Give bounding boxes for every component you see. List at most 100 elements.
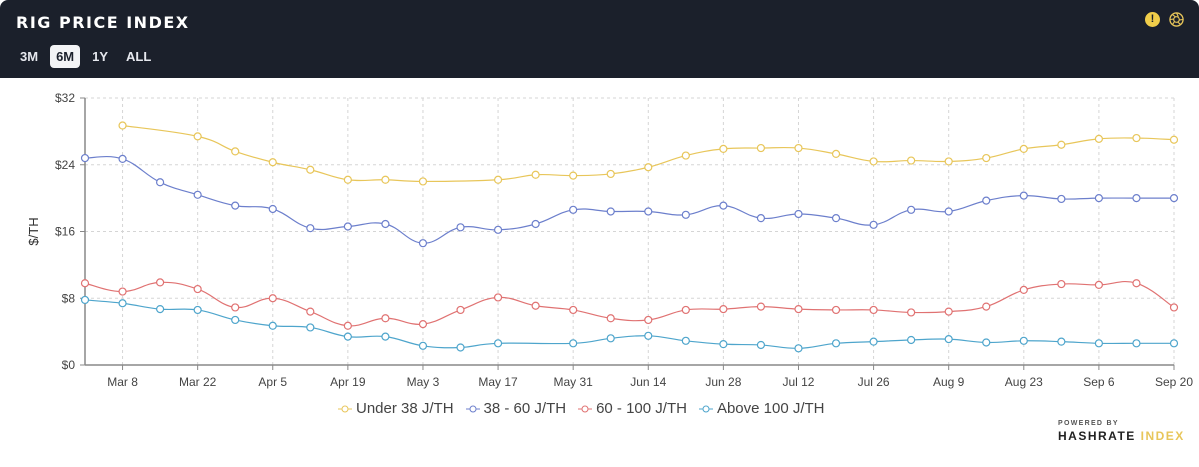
data-point <box>268 294 277 303</box>
data-point <box>1132 339 1141 348</box>
data-point <box>1169 135 1179 144</box>
data-point <box>1057 279 1066 289</box>
data-point <box>418 320 428 329</box>
legend-marker-icon <box>578 405 593 412</box>
data-point <box>982 196 991 205</box>
data-point <box>982 302 991 311</box>
legend-item-60-100[interactable]: 60 - 100 J/TH <box>578 400 687 417</box>
y-tick-label: $0 <box>62 358 76 372</box>
page-title: RIG PRICE INDEX <box>16 13 190 32</box>
legend-label: 60 - 100 J/TH <box>596 400 687 417</box>
data-point <box>606 169 615 179</box>
legend-item-38-60[interactable]: 38 - 60 J/TH <box>465 400 567 417</box>
data-point <box>569 339 578 348</box>
legend-label: Under 38 J/TH <box>356 400 454 417</box>
data-point <box>794 143 803 153</box>
data-point <box>1019 191 1028 200</box>
x-tick-label: Aug 9 <box>933 375 965 389</box>
x-tick-label: Apr 5 <box>258 375 287 389</box>
data-point <box>606 334 615 343</box>
data-point <box>456 223 465 232</box>
x-tick-label: Jul 26 <box>858 375 890 389</box>
data-point <box>343 175 352 184</box>
data-point <box>794 344 803 353</box>
data-point <box>1057 140 1066 149</box>
data-point <box>80 295 90 305</box>
range-3m-button[interactable]: 3M <box>20 49 39 64</box>
data-point <box>907 308 916 317</box>
data-point <box>1169 303 1179 312</box>
data-point <box>1094 194 1103 203</box>
legend-item-under-38[interactable]: Under 38 J/TH <box>338 400 454 417</box>
data-point <box>156 178 165 187</box>
data-point <box>80 153 90 163</box>
data-point <box>1057 194 1066 204</box>
data-point <box>1019 144 1028 153</box>
data-point <box>381 314 390 323</box>
hashrate-index-logo: POWERED BY HASHRATE INDEX <box>1058 420 1185 443</box>
data-point <box>681 305 690 315</box>
aperture-icon[interactable] <box>1169 12 1184 27</box>
data-point <box>907 156 916 165</box>
legend-marker-icon <box>465 405 480 412</box>
data-point <box>681 336 690 345</box>
x-tick-label: May 31 <box>553 375 593 389</box>
data-point <box>80 279 90 288</box>
data-point <box>831 305 841 315</box>
legend-label: 38 - 60 J/TH <box>483 400 567 417</box>
data-point <box>531 219 540 229</box>
range-1y-button[interactable]: 1Y <box>92 49 109 64</box>
y-tick-label: $32 <box>55 91 75 105</box>
range-all-button[interactable]: ALL <box>126 49 152 64</box>
data-point <box>1094 339 1103 348</box>
range-6m-button[interactable]: 6M <box>50 45 81 68</box>
data-point <box>193 190 202 199</box>
data-point <box>343 332 352 341</box>
data-point <box>944 307 953 316</box>
data-point <box>869 305 878 315</box>
data-point <box>681 210 690 219</box>
data-point <box>794 304 803 314</box>
chart-card: $0 $8 $16 $24 $32 Mar 8 Mar 22 Apr 5 Apr 19 May 3… <box>0 78 1199 462</box>
data-point <box>343 222 352 231</box>
legend-item-above-100[interactable]: Above 100 J/TH <box>698 400 825 417</box>
warning-icon[interactable]: ! <box>1145 12 1160 27</box>
data-point <box>869 337 878 346</box>
data-point <box>231 315 240 325</box>
data-point <box>831 339 841 348</box>
data-point <box>493 339 503 348</box>
data-point <box>907 205 916 214</box>
legend: Under 38 J/TH 38 - 60 J/TH 60 - 100 J/TH… <box>338 400 825 417</box>
data-point <box>606 207 615 216</box>
data-point <box>569 305 578 315</box>
data-point <box>306 307 315 316</box>
data-point <box>531 301 540 310</box>
data-point <box>156 278 165 287</box>
data-point <box>1169 339 1179 348</box>
data-point <box>156 304 165 314</box>
data-point <box>118 121 127 130</box>
x-tick-label: Sep 6 <box>1083 375 1115 389</box>
data-point <box>231 147 240 156</box>
data-point <box>231 303 240 312</box>
data-point <box>306 165 315 174</box>
legend-marker-icon <box>338 405 352 412</box>
data-point <box>1057 337 1066 346</box>
x-tick-label: Jul 12 <box>782 375 814 389</box>
data-point <box>193 132 202 141</box>
series-line-3 <box>84 299 1174 349</box>
data-point <box>531 170 540 179</box>
data-point <box>268 321 277 330</box>
series-line-1 <box>84 155 1174 244</box>
line-chart: $0 $8 $16 $24 $32 Mar 8 Mar 22 Apr 5 Apr 19 May 3… <box>26 91 1193 389</box>
x-tick-label: Mar 8 <box>107 375 138 389</box>
legend-label: Above 100 J/TH <box>716 400 825 417</box>
x-tick-label: Mar 22 <box>179 375 217 389</box>
x-tick-label: Sep 20 <box>1155 375 1193 389</box>
y-tick-label: $8 <box>62 291 76 305</box>
data-point <box>381 332 390 341</box>
x-tick-label: Aug 23 <box>1005 375 1043 389</box>
data-point <box>756 340 766 350</box>
x-tick-label: Apr 19 <box>330 375 366 389</box>
data-point <box>1019 285 1028 295</box>
